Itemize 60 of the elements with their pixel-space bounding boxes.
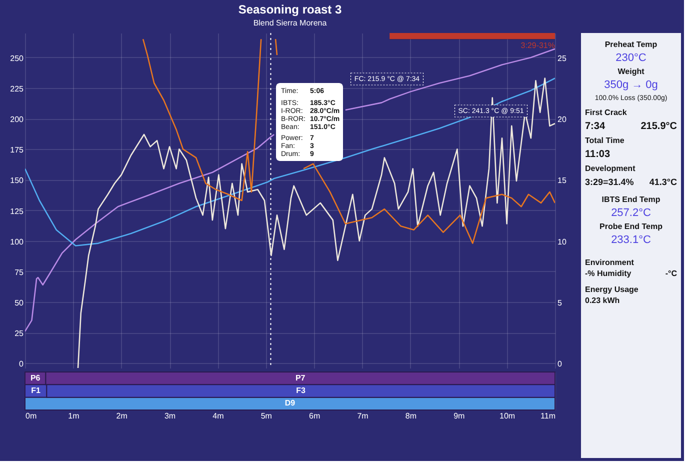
data-label: F3 bbox=[296, 386, 306, 395]
text: Energy Usage bbox=[585, 285, 639, 294]
text: Environment bbox=[585, 258, 634, 267]
x-tick-label: 11m bbox=[540, 412, 556, 420]
text: Preheat Temp bbox=[604, 40, 658, 49]
y2-tick-label: 10 bbox=[558, 237, 567, 246]
band-label: 3:29-31% bbox=[520, 41, 555, 50]
y-tick-label: 25 bbox=[14, 329, 24, 338]
y-tick-label: 125 bbox=[10, 206, 24, 216]
text: 230°C bbox=[616, 52, 646, 64]
text: Total Time bbox=[585, 136, 625, 145]
y2-tick-label: 5 bbox=[558, 298, 562, 308]
y2-tick-label: 20 bbox=[558, 115, 567, 124]
text: IBTS End Temp bbox=[602, 195, 660, 204]
text: Development bbox=[585, 164, 636, 173]
text: 41.3°C bbox=[649, 177, 678, 187]
y-tick-label: 150 bbox=[10, 176, 24, 186]
x-tick-label: 2m bbox=[116, 412, 128, 420]
chart-subtitle: Blend Sierra Morena bbox=[253, 18, 328, 28]
y-tick-label: 175 bbox=[10, 146, 24, 155]
text: 257.2°C bbox=[611, 207, 651, 219]
text: -% Humidity bbox=[585, 269, 632, 278]
y-tick-label: 200 bbox=[10, 115, 24, 124]
x-tick-label: 1m bbox=[68, 412, 80, 420]
y2-tick-label: 15 bbox=[558, 176, 567, 186]
text: Weight bbox=[618, 67, 645, 76]
data-label: D9 bbox=[284, 398, 296, 408]
data-label: P6 bbox=[30, 373, 41, 382]
text: 3:29=31.4% bbox=[585, 177, 634, 187]
y2-tick-label: 25 bbox=[558, 54, 567, 63]
x-tick-label: 4m bbox=[212, 412, 224, 420]
x-tick-label: 9m bbox=[454, 412, 466, 420]
y2-tick-label: 0 bbox=[558, 360, 562, 369]
text: 215.9°C bbox=[640, 121, 677, 132]
text: 11:03 bbox=[585, 149, 610, 160]
text: 0.23 kWh bbox=[585, 296, 620, 305]
y-tick-label: 250 bbox=[10, 54, 24, 63]
x-tick-label: 3m bbox=[164, 412, 176, 420]
text: Probe End Temp bbox=[600, 222, 663, 231]
y-tick-label: 100 bbox=[10, 237, 24, 246]
y-tick-label: 75 bbox=[14, 268, 24, 277]
line-series bbox=[77, 78, 555, 368]
x-tick-label: 10m bbox=[500, 412, 516, 420]
text: 350g → 0g bbox=[604, 79, 658, 91]
x-tick-label: 8m bbox=[405, 412, 417, 420]
text: 233.1°C bbox=[611, 234, 651, 246]
data-label: F1 bbox=[31, 386, 42, 395]
y-tick-label: 225 bbox=[10, 84, 24, 94]
y-tick-label: 0 bbox=[19, 360, 24, 369]
x-tick-label: 7m bbox=[357, 412, 369, 420]
text: First Crack bbox=[585, 108, 628, 117]
chart-title: Seasoning roast 3 bbox=[238, 2, 342, 16]
x-tick-label: 5m bbox=[260, 412, 272, 420]
x-tick-label: 0m bbox=[26, 412, 37, 420]
y-tick-label: 50 bbox=[14, 298, 24, 308]
line-series bbox=[25, 78, 555, 246]
x-tick-label: 6m bbox=[309, 412, 320, 420]
text: -°C bbox=[665, 269, 678, 278]
text: 7:34 bbox=[585, 121, 606, 132]
data-label: P7 bbox=[295, 373, 306, 382]
